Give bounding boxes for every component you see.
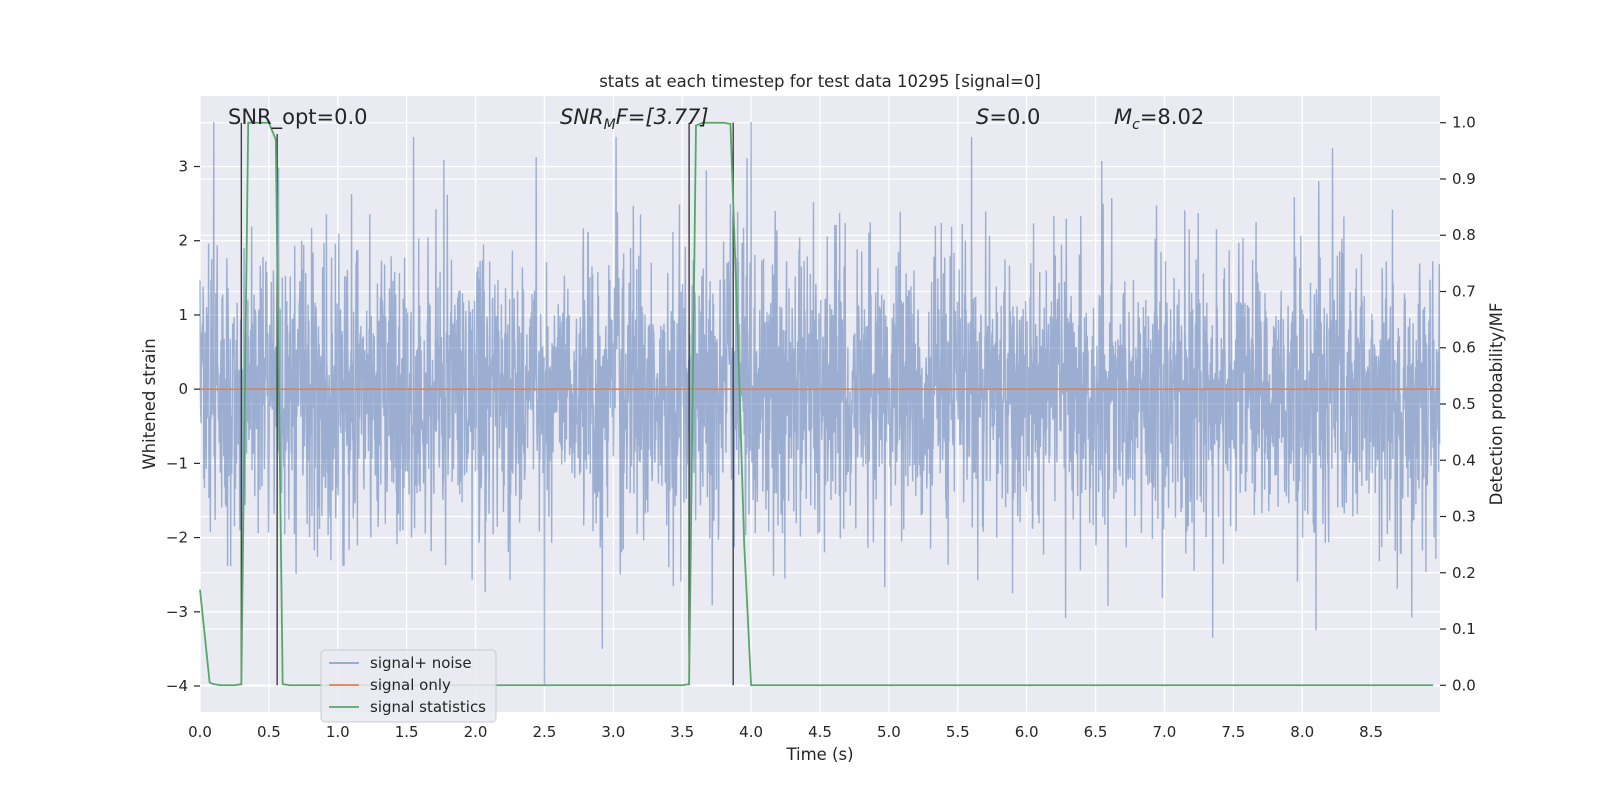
x-tick-label: 2.5 — [533, 723, 557, 741]
y2-tick-label: 0.6 — [1452, 339, 1476, 357]
x-tick-label: 8.5 — [1359, 723, 1383, 741]
legend: signal+ noise signal only signal statist… — [320, 649, 497, 723]
y-tick-label: 0 — [178, 380, 188, 398]
annotation-snr-mf: SNRMF=[3.77] — [560, 105, 709, 133]
legend-label-signal-statistics: signal statistics — [370, 698, 486, 716]
y2-tick-label: 0.3 — [1452, 508, 1476, 526]
x-axis-ticks: 0.0 0.5 1.0 1.5 2.0 2.5 3.0 3.5 4.0 4.5 5.0 5.5 6.0 6… — [188, 723, 1383, 741]
y-tick-label: −3 — [166, 603, 188, 621]
y-tick-label: −1 — [166, 454, 188, 472]
y2-tick-label: 0.2 — [1452, 564, 1476, 582]
x-tick-label: 3.5 — [670, 723, 694, 741]
y2-tick-label: 0.1 — [1452, 620, 1476, 638]
annotation-mc: Mc=8.02 — [1114, 105, 1204, 133]
y2-tick-label: 0.8 — [1452, 226, 1476, 244]
y-axis-left-ticks: 3 2 1 0 −1 −2 −3 −4 — [166, 158, 200, 695]
signal-statistics-line — [199, 121, 1434, 687]
y-tick-label: −4 — [166, 677, 188, 695]
annotation-s: S=0.0 — [976, 105, 1040, 129]
x-tick-label: 6.5 — [1084, 723, 1108, 741]
x-tick-label: 4.5 — [808, 723, 832, 741]
x-tick-label: 2.0 — [464, 723, 488, 741]
signal-plus-noise-line — [199, 121, 1441, 687]
x-tick-label: 5.5 — [946, 723, 970, 741]
y-axis-right-ticks: 1.0 0.9 0.8 0.7 0.6 0.5 0.4 0.3 0.2 0.1 0.0 — [1440, 114, 1476, 694]
signal-plus-noise-series — [199, 121, 1441, 687]
chart-title: stats at each timestep for test data 102… — [599, 72, 1041, 91]
x-tick-label: 6.0 — [1015, 723, 1039, 741]
legend-box — [320, 649, 497, 723]
x-tick-label: 0.5 — [257, 723, 281, 741]
y-axis-label: Whitened strain — [140, 338, 159, 469]
y2-tick-label: 0.7 — [1452, 282, 1476, 300]
y-tick-label: 2 — [178, 232, 188, 250]
annotation-snr-opt: SNR_opt=0.0 — [228, 105, 368, 130]
y2-tick-label: 0.4 — [1452, 451, 1476, 469]
y2-tick-label: 0.5 — [1452, 395, 1476, 413]
x-tick-label: 7.0 — [1153, 723, 1177, 741]
y2-tick-label: 0.9 — [1452, 170, 1476, 188]
x-tick-label: 0.0 — [188, 723, 212, 741]
x-tick-label: 4.0 — [739, 723, 763, 741]
x-tick-label: 1.5 — [395, 723, 419, 741]
x-axis-label: Time (s) — [785, 745, 853, 764]
x-tick-label: 8.0 — [1290, 723, 1314, 741]
legend-label-signal-only: signal only — [370, 676, 451, 694]
y-axis-right-label: Detection probability/MF — [1487, 303, 1506, 506]
y2-tick-label: 1.0 — [1452, 114, 1476, 132]
x-tick-label: 3.0 — [601, 723, 625, 741]
x-tick-label: 5.0 — [877, 723, 901, 741]
y-tick-label: 3 — [178, 158, 188, 176]
y2-tick-label: 0.0 — [1452, 676, 1476, 694]
y-tick-label: −2 — [166, 529, 188, 547]
legend-label-signal-plus-noise: signal+ noise — [370, 654, 472, 672]
signal-statistics-series — [199, 121, 1434, 687]
x-tick-label: 7.5 — [1221, 723, 1245, 741]
y-tick-label: 1 — [178, 306, 188, 324]
x-tick-label: 1.0 — [326, 723, 350, 741]
